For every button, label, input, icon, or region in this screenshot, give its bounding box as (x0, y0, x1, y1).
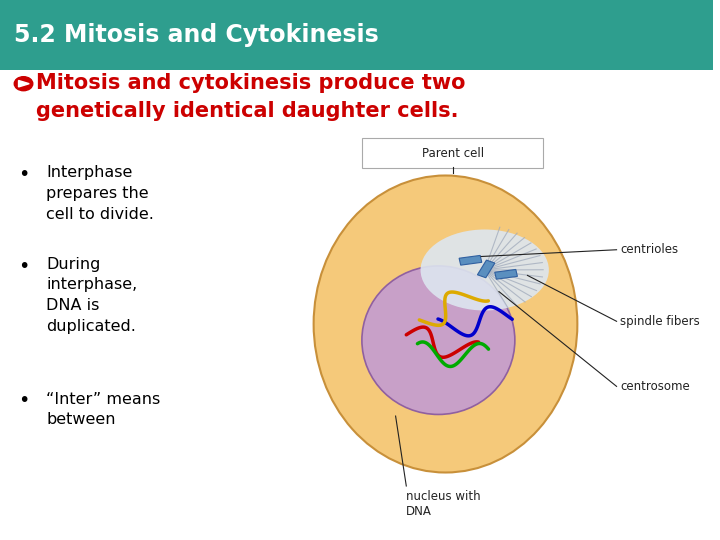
Bar (459, 255, 482, 265)
Ellipse shape (314, 176, 577, 472)
Text: centrosome: centrosome (620, 380, 690, 393)
FancyBboxPatch shape (0, 0, 713, 70)
Polygon shape (19, 80, 30, 87)
Text: nucleus with
DNA: nucleus with DNA (406, 490, 481, 518)
Ellipse shape (362, 266, 515, 415)
Text: •: • (18, 392, 30, 410)
Text: Interphase
prepares the
cell to divide.: Interphase prepares the cell to divide. (46, 165, 154, 222)
Text: During
interphase,
DNA is
duplicated.: During interphase, DNA is duplicated. (46, 256, 138, 334)
FancyBboxPatch shape (362, 138, 543, 168)
Text: spindle fibers: spindle fibers (620, 315, 700, 328)
Text: •: • (18, 165, 30, 184)
Text: Parent cell: Parent cell (421, 147, 484, 160)
Bar (477, 260, 495, 278)
Ellipse shape (420, 230, 549, 310)
Text: •: • (18, 256, 30, 275)
Circle shape (14, 77, 33, 91)
Bar (495, 269, 518, 279)
Text: centrioles: centrioles (620, 243, 678, 256)
Text: 5.2 Mitosis and Cytokinesis: 5.2 Mitosis and Cytokinesis (14, 23, 379, 47)
Text: genetically identical daughter cells.: genetically identical daughter cells. (35, 100, 458, 121)
Text: Mitosis and cytokinesis produce two: Mitosis and cytokinesis produce two (35, 72, 465, 93)
Text: “Inter” means
between: “Inter” means between (46, 392, 161, 428)
